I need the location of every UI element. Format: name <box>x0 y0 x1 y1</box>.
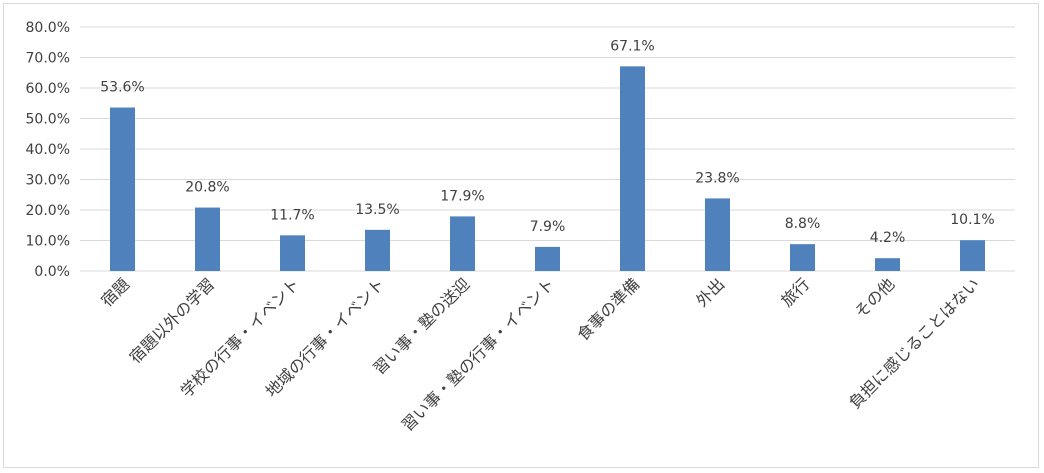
data-label: 53.6% <box>100 80 144 96</box>
data-label: 10.1% <box>950 212 994 228</box>
bar <box>875 258 900 271</box>
y-tick-label: 40.0% <box>26 142 70 158</box>
y-tick-label: 50.0% <box>26 112 70 128</box>
data-label: 8.8% <box>785 216 821 232</box>
y-tick-label: 60.0% <box>26 81 70 97</box>
bar <box>450 216 475 271</box>
data-label: 7.9% <box>530 219 566 235</box>
y-tick-label: 80.0% <box>26 20 70 36</box>
bar <box>960 240 985 271</box>
bar <box>110 107 135 272</box>
data-label: 20.8% <box>185 180 229 196</box>
bar <box>195 207 220 271</box>
bar <box>790 244 815 271</box>
category-label: その他 <box>851 274 898 321</box>
y-tick-label: 0.0% <box>34 264 70 280</box>
y-tick-label: 20.0% <box>26 203 70 219</box>
bar <box>365 229 390 271</box>
data-label: 11.7% <box>270 207 314 223</box>
y-tick-label: 30.0% <box>26 173 70 189</box>
category-label: 旅行 <box>777 274 813 310</box>
bar <box>280 235 305 271</box>
data-label: 23.8% <box>695 170 739 186</box>
data-label: 4.2% <box>870 230 906 246</box>
data-label: 67.1% <box>610 38 654 54</box>
data-label: 17.9% <box>440 188 484 204</box>
bar <box>620 66 645 271</box>
category-label: 宿題以外の学習 <box>126 274 219 367</box>
y-tick-label: 10.0% <box>26 234 70 250</box>
category-label: 宿題 <box>97 274 133 310</box>
category-label: 外出 <box>692 274 728 310</box>
category-label: 食事の準備 <box>573 274 643 344</box>
bar <box>535 246 560 271</box>
y-tick-label: 70.0% <box>26 51 70 67</box>
category-label: 習い事・塾の行事・イベント <box>398 274 559 435</box>
data-label: 13.5% <box>355 202 399 218</box>
bar <box>705 198 730 271</box>
chart-frame <box>3 3 1039 468</box>
